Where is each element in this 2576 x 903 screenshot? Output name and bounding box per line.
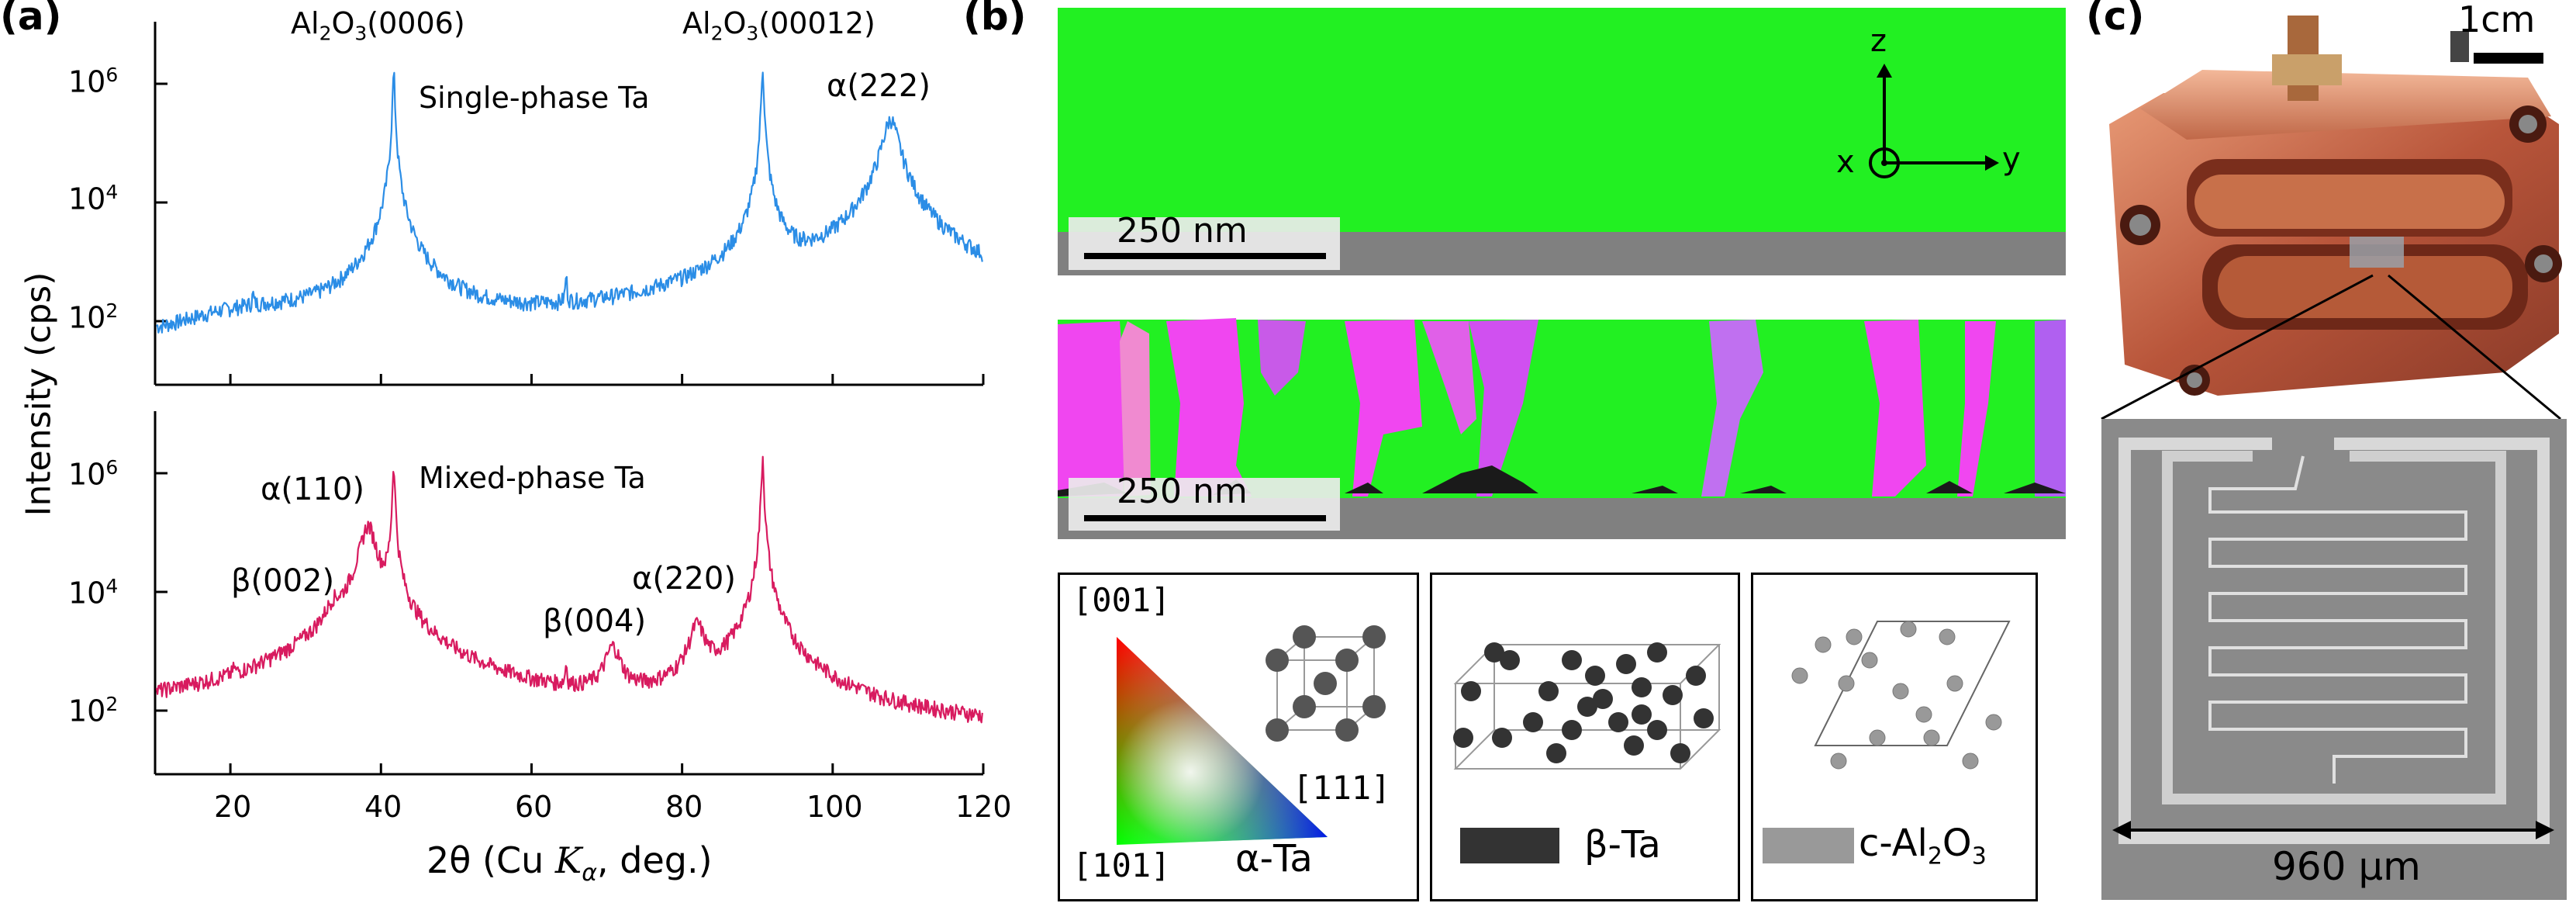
legend-alpha-ta: [001] [101] [111] α-Ta (1058, 573, 1419, 901)
peak-label-alpha-222: α(222) (827, 68, 931, 104)
al2o3-swatch (1763, 828, 1854, 863)
ytick-bottom-1e2: 102 (68, 693, 119, 728)
ipf-dir-001: [001] (1072, 581, 1171, 619)
scalebar-line-top (1084, 253, 1326, 259)
series-label-mixed-phase: Mixed-phase Ta (419, 461, 646, 495)
peak-label-alpha-110: α(110) (261, 472, 364, 507)
ipf-color-triangle (1117, 637, 1328, 845)
resonator-scale-label: 960 μm (2272, 844, 2421, 889)
xtick-120: 120 (955, 790, 1012, 824)
panel-label-a: (a) (0, 0, 62, 39)
legend-beta-ta: β-Ta (1430, 573, 1740, 901)
bcc-crystal-icon (1266, 625, 1386, 742)
legend-al2o3: c-Al2O3 (1751, 573, 2038, 901)
axis-label-z: z (1870, 23, 1887, 59)
axis-label-x: x (1836, 144, 1855, 180)
ytick-top-1e4: 104 (68, 181, 119, 216)
xtick-40: 40 (364, 790, 402, 824)
scalebar-label-bottom: 250 nm (1117, 472, 1248, 511)
panel-label-b: (b) (963, 0, 1027, 39)
scalebar-line-bottom (1084, 515, 1326, 521)
ipf-dir-111: [111] (1293, 769, 1391, 807)
x-axis-label: 2θ (Cu Kα, deg.) (426, 839, 713, 887)
axis-label-y: y (2002, 141, 2021, 177)
ipf-dir-101: [101] (1072, 846, 1171, 884)
beta-ta-swatch (1460, 828, 1559, 863)
peak-label-al2o3-0006: Al2O3(0006) (291, 6, 465, 45)
xtick-20: 20 (214, 790, 252, 824)
ytick-bottom-1e6: 106 (68, 456, 119, 492)
ytick-top-1e2: 102 (68, 299, 119, 335)
peak-label-al2o3-00012: Al2O3(00012) (682, 6, 875, 45)
resonator-dimension-arrow (2112, 821, 2554, 839)
beta-ta-crystal-icon (1453, 642, 1721, 770)
al2o3-crystal-icon (1791, 621, 2011, 770)
ytick-top-1e6: 106 (68, 64, 119, 99)
scalebar-line-1cm (2474, 53, 2543, 64)
coordinate-axes (1869, 64, 1999, 178)
ebsd-map-mixed-phase (1058, 310, 2066, 539)
scalebar-box-bottom (1069, 478, 1340, 531)
scalebar-box-top (1069, 217, 1340, 270)
ytick-bottom-1e4: 104 (68, 575, 119, 611)
scalebar-label-top: 250 nm (1117, 211, 1248, 251)
legend-label-beta-ta: β-Ta (1584, 823, 1661, 867)
zoom-lines (2101, 274, 2561, 420)
resonator-micrograph (2101, 419, 2567, 900)
panel-label-c: (c) (2086, 0, 2145, 39)
xtick-80: 80 (665, 790, 703, 824)
xtick-60: 60 (515, 790, 553, 824)
y-axis-label: Intensity (cps) (19, 272, 59, 517)
xrd-chart (154, 22, 985, 776)
copper-cavity-photo (2109, 16, 2562, 396)
peak-label-alpha-220: α(220) (632, 561, 736, 597)
series-label-single-phase: Single-phase Ta (419, 81, 650, 115)
legend-label-alpha-ta: α-Ta (1235, 837, 1313, 881)
scalebar-label-1cm: 1cm (2458, 0, 2536, 40)
peak-label-beta-004: β(004) (543, 604, 647, 639)
single-phase-series-line (156, 71, 983, 334)
legend-label-al2o3: c-Al2O3 (1859, 822, 1987, 870)
xtick-100: 100 (806, 790, 863, 824)
mixed-phase-series-line (155, 455, 983, 724)
peak-label-beta-002: β(002) (231, 563, 335, 599)
